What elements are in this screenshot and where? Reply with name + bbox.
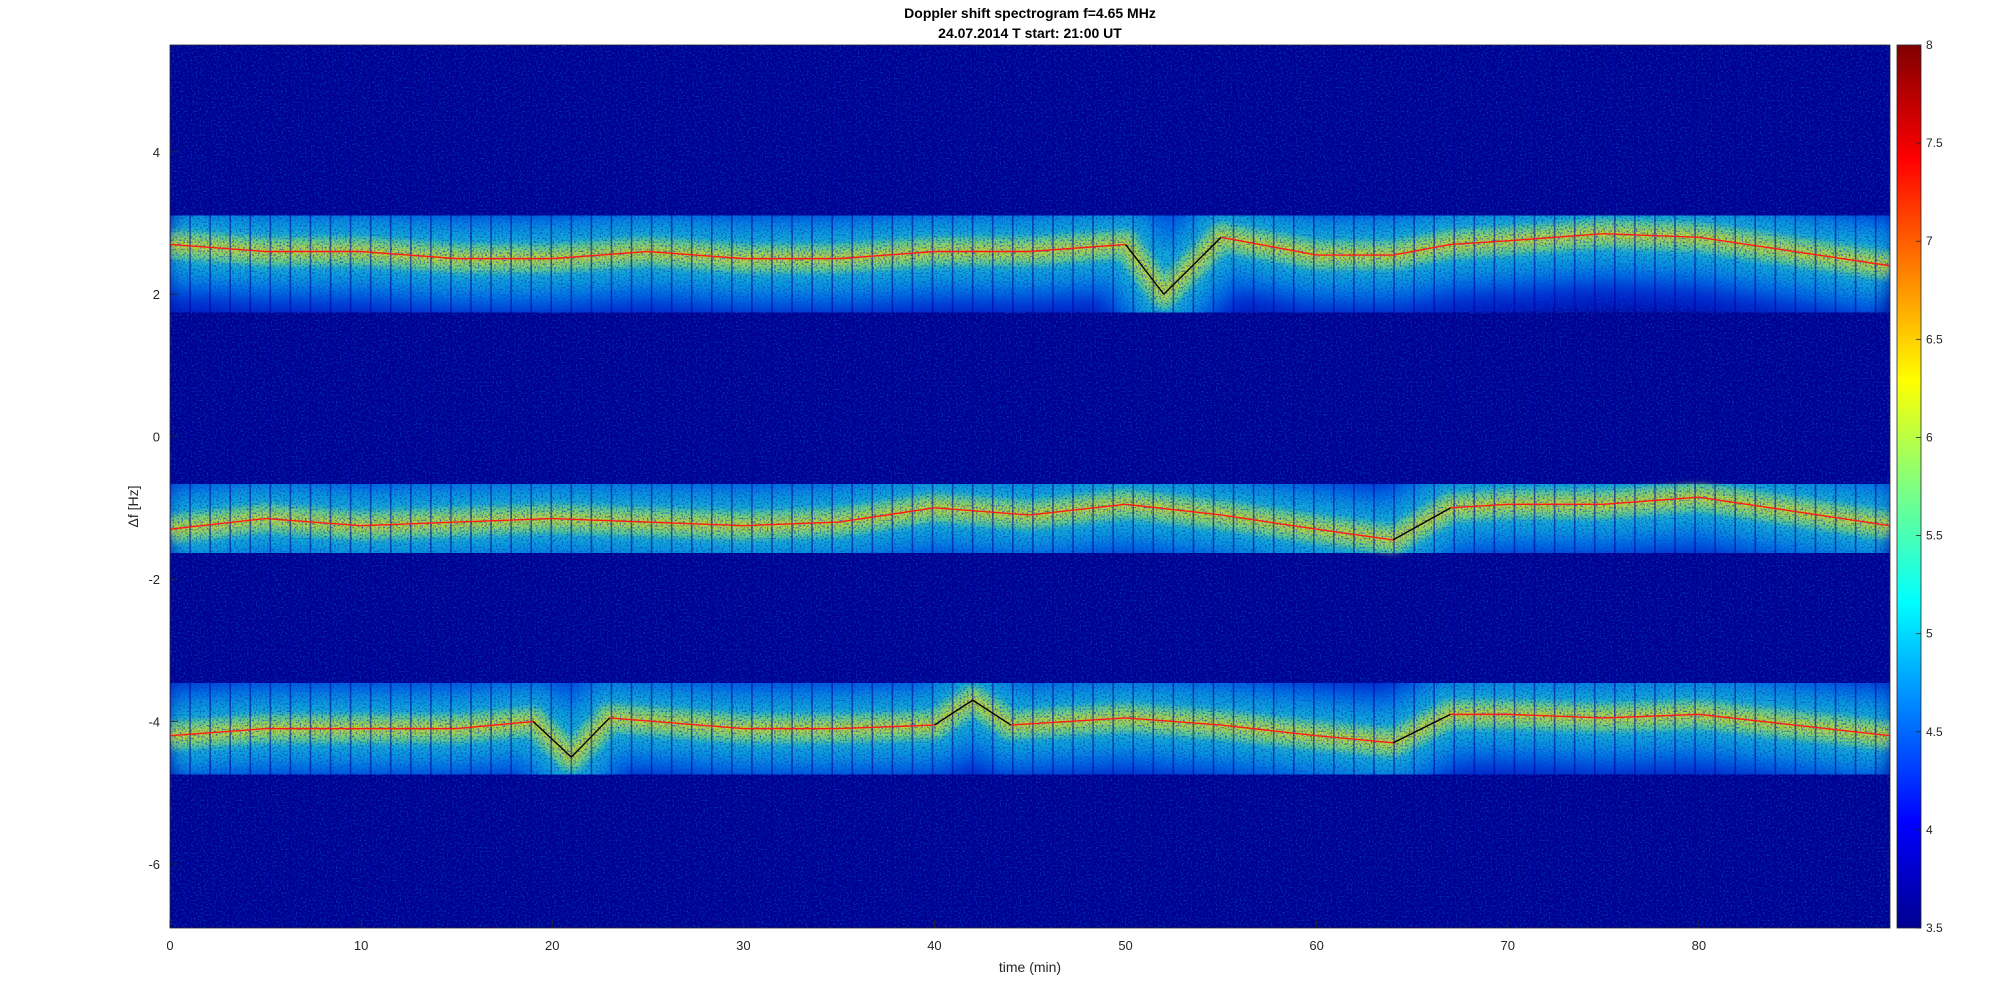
- colorbar-tick-label: 6: [1926, 430, 1933, 444]
- trace-segment-0: [552, 250, 648, 260]
- trace-segment-1: [456, 517, 553, 523]
- chart-subtitle: 24.07.2014 T start: 21:00 UT: [938, 25, 1122, 41]
- trace-segment-1: [1392, 507, 1451, 541]
- colorbar-ticks: 3.5 4 4.5 5 5.5 6 6.5 7 7.5 8: [1916, 38, 1943, 935]
- trace-segment-1: [170, 517, 266, 530]
- trace-segment-0: [1220, 236, 1317, 256]
- trace-segment-2: [934, 699, 974, 726]
- trace-segment-1: [1316, 528, 1394, 541]
- time-stripes: [170, 45, 1877, 928]
- trace-segment-2: [1125, 717, 1222, 726]
- trace-segment-2: [972, 699, 1012, 726]
- trace-segment-2: [838, 724, 935, 730]
- trace-segment-2: [456, 720, 534, 730]
- x-tick-label: 20: [545, 938, 559, 953]
- trace-segment-1: [647, 521, 744, 527]
- colorbar-tick-label: 4.5: [1926, 725, 1943, 739]
- trace-segment-2: [1507, 713, 1604, 719]
- trace-segment-0: [647, 250, 744, 260]
- trace-segment-1: [1794, 510, 1890, 527]
- trace-segment-2: [1221, 724, 1317, 737]
- trace-segment-2: [1316, 735, 1394, 744]
- trace-segment-0: [838, 250, 935, 260]
- trace-segment-2: [1698, 713, 1795, 726]
- trace-segment-2: [1010, 717, 1126, 726]
- colorbar-tick-label: 5: [1926, 627, 1933, 641]
- y-tick-label: 4: [153, 145, 160, 160]
- trace-segment-1: [838, 507, 935, 523]
- y-tick-label: -2: [148, 572, 160, 587]
- trace-segment-0: [1392, 243, 1451, 256]
- doppler-traces: [170, 233, 1890, 758]
- y-tick-label: 2: [153, 287, 160, 302]
- trace-segment-0: [361, 250, 457, 260]
- x-tick-label: 70: [1501, 938, 1515, 953]
- trace-segment-1: [1698, 496, 1795, 513]
- trace-segment-2: [532, 720, 572, 758]
- trace-segment-1: [1450, 503, 1508, 509]
- x-tick-label: 40: [927, 938, 941, 953]
- y-axis-label: Δf [Hz]: [125, 485, 141, 527]
- colorbar-tick-label: 8: [1926, 38, 1933, 52]
- y-tick-label: -4: [148, 714, 160, 729]
- colorbar-tick-label: 6.5: [1926, 332, 1943, 346]
- x-axis: 0 10 20 30 40 50 60 70 80: [166, 920, 1706, 953]
- trace-segment-0: [1794, 250, 1890, 267]
- colorbar-tick-label: 7: [1926, 234, 1933, 248]
- trace-segment-0: [1163, 236, 1222, 295]
- colorbar-tick-label: 5.5: [1926, 529, 1943, 543]
- colorbar-gradient: [1896, 44, 1922, 929]
- trace-segment-0: [170, 243, 266, 253]
- y-tick-label: -6: [148, 857, 160, 872]
- plot-area: [170, 45, 1890, 928]
- trace-segment-2: [1603, 713, 1699, 719]
- trace-segment-1: [552, 517, 648, 523]
- trace-segment-2: [1392, 713, 1451, 744]
- trace-segment-2: [609, 717, 744, 730]
- trace-segment-1: [1125, 503, 1222, 516]
- trace-segment-0: [1507, 233, 1604, 242]
- trace-segment-1: [934, 507, 1031, 516]
- colorbar-tick-label: 4: [1926, 823, 1933, 837]
- colorbar-tick-label: 3.5: [1926, 921, 1943, 935]
- x-tick-label: 60: [1309, 938, 1323, 953]
- chart-title: Doppler shift spectrogram f=4.65 MHz: [904, 5, 1156, 21]
- x-tick-label: 10: [354, 938, 368, 953]
- trace-segment-1: [1603, 496, 1699, 506]
- trace-segment-2: [570, 717, 611, 758]
- trace-segment-0: [1603, 233, 1699, 238]
- trace-segment-1: [1221, 514, 1317, 530]
- x-tick-label: 50: [1118, 938, 1132, 953]
- x-tick-label: 30: [736, 938, 750, 953]
- trace-segment-2: [170, 727, 266, 737]
- trace-segment-1: [361, 521, 457, 527]
- trace-segment-0: [1450, 240, 1508, 246]
- trace-segment-1: [743, 521, 839, 527]
- speckle-noise: [170, 45, 1890, 928]
- x-tick-label: 80: [1692, 938, 1706, 953]
- trace-segment-2: [1794, 724, 1890, 737]
- y-axis: -6 -4 -2 0 2 4: [148, 145, 178, 872]
- trace-segment-0: [1125, 243, 1165, 295]
- colorbar-tick-label: 7.5: [1926, 136, 1943, 150]
- y-tick-label: 0: [153, 430, 160, 445]
- x-axis-label: time (min): [999, 959, 1061, 975]
- trace-segment-1: [1029, 503, 1126, 516]
- trace-segment-0: [1029, 243, 1126, 253]
- trace-segment-1: [265, 517, 362, 527]
- plot-frame: [169, 44, 1891, 929]
- colorbar: 3.5 4 4.5 5 5.5 6 6.5 7 7.5 8: [1896, 38, 1943, 935]
- trace-segment-0: [1698, 236, 1795, 253]
- x-tick-label: 0: [166, 938, 173, 953]
